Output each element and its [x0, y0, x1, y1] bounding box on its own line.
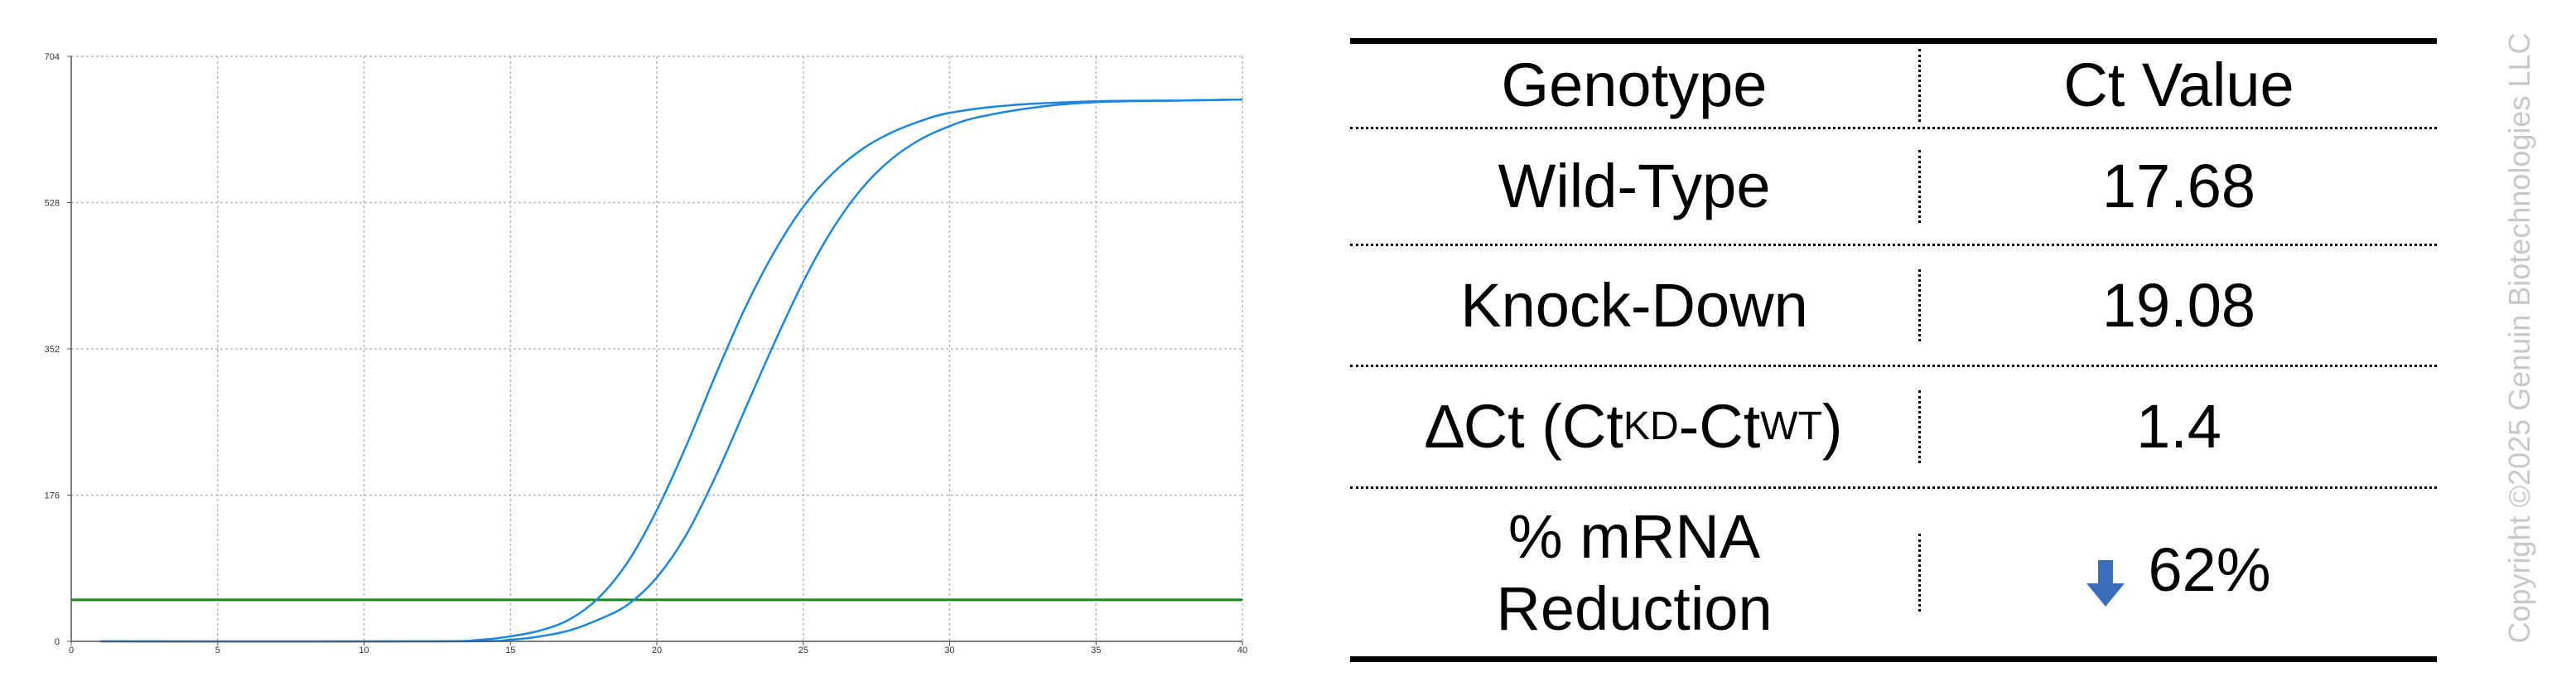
- reduction-label: % mRNA Reduction: [1350, 500, 1918, 646]
- x-tick-label: 20: [652, 646, 662, 655]
- reduction-value-cell: 62%: [1918, 534, 2437, 612]
- series-line-1: [100, 98, 1243, 643]
- y-tick-label: 176: [45, 491, 60, 501]
- x-tick-label: 5: [215, 646, 220, 655]
- delta-ct-prefix: ∆Ct (Ct: [1425, 392, 1623, 462]
- delta-ct-suffix: ): [1821, 392, 1843, 462]
- delta-ct-sub-wt: WT: [1760, 404, 1822, 448]
- y-tick-label: 0: [55, 637, 60, 647]
- x-tick-label: 0: [69, 646, 74, 655]
- x-tick-label: 25: [798, 646, 808, 655]
- wild-type-value: 17.68: [1918, 150, 2437, 223]
- table-bottom-rule: [1350, 656, 2437, 662]
- chart-axes: 0 5 10 15 20 25 30 35 40 0 176 352 528 704: [45, 52, 1247, 655]
- amplification-chart: 0 5 10 15 20 25 30 35 40 0 176 352 528 704: [45, 52, 1247, 655]
- knock-down-label: Knock-Down: [1460, 270, 1808, 340]
- wild-type-label: Wild-Type: [1498, 152, 1771, 221]
- y-tick-label: 352: [45, 345, 60, 355]
- delta-ct-value: 1.4: [1918, 390, 2437, 463]
- x-tick-label: 40: [1237, 646, 1247, 655]
- table-row-wild-type: Wild-Type 17.68: [1350, 129, 2437, 246]
- delta-ct-label: ∆Ct (Ct KD -Ct WT): [1350, 390, 1918, 462]
- header-genotype: Genotype: [1501, 51, 1768, 120]
- x-tick-label: 10: [359, 646, 369, 655]
- copyright-notice: Copyright ©2025 Genuin Biotechnologies L…: [2502, 32, 2536, 644]
- table-row-delta-ct: ∆Ct (Ct KD -Ct WT) 1.4: [1350, 367, 2437, 489]
- reduction-value: 62%: [2148, 535, 2271, 605]
- x-tick-label: 30: [944, 646, 954, 655]
- reduction-label-line2: Reduction: [1496, 574, 1773, 643]
- table-row-knock-down: Knock-Down 19.08: [1350, 246, 2437, 367]
- table-top-rule: [1350, 38, 2437, 44]
- series-layer: [100, 98, 1243, 643]
- y-tick-label: 528: [45, 199, 60, 209]
- y-tick-label: 704: [45, 52, 60, 62]
- series-line-2: [100, 98, 1243, 643]
- x-tick-label: 35: [1091, 646, 1101, 655]
- ct-value-table: Genotype Ct Value Wild-Type 17.68 Knock-…: [1350, 38, 2437, 662]
- table-row-reduction: % mRNA Reduction 62%: [1350, 489, 2437, 656]
- delta-ct-mid: -Ct: [1678, 392, 1761, 462]
- delta-ct-sub-kd: KD: [1623, 404, 1679, 448]
- reduction-label-line1: % mRNA: [1507, 501, 1761, 571]
- header-ct-value: Ct Value: [1918, 49, 2437, 122]
- table-header-row: Genotype Ct Value: [1350, 44, 2437, 129]
- knock-down-value: 19.08: [1918, 268, 2437, 342]
- x-tick-label: 15: [505, 646, 515, 655]
- down-arrow-icon: [2086, 559, 2125, 607]
- chart-grid: [71, 56, 1243, 641]
